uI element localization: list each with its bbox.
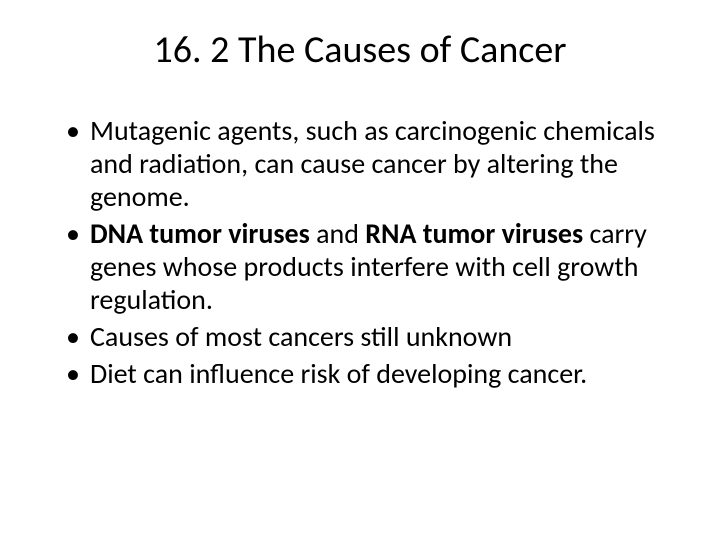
list-item: Causes of most cancers still unknown xyxy=(72,320,672,353)
bold-text: DNA tumor viruses xyxy=(90,216,310,251)
list-item: Mutagenic agents, such as carcinogenic c… xyxy=(72,114,672,213)
list-item: Diet can influence risk of developing ca… xyxy=(72,357,672,390)
bullet-list: Mutagenic agents, such as carcinogenic c… xyxy=(48,114,672,390)
slide-title: 16. 2 The Causes of Cancer xyxy=(48,28,672,74)
bold-text: RNA tumor viruses xyxy=(365,216,583,251)
text: and xyxy=(310,216,366,251)
slide-body: Mutagenic agents, such as carcinogenic c… xyxy=(48,114,672,394)
slide: 16. 2 The Causes of Cancer Mutagenic age… xyxy=(0,0,720,540)
list-item: DNA tumor viruses and RNA tumor viruses … xyxy=(72,217,672,316)
